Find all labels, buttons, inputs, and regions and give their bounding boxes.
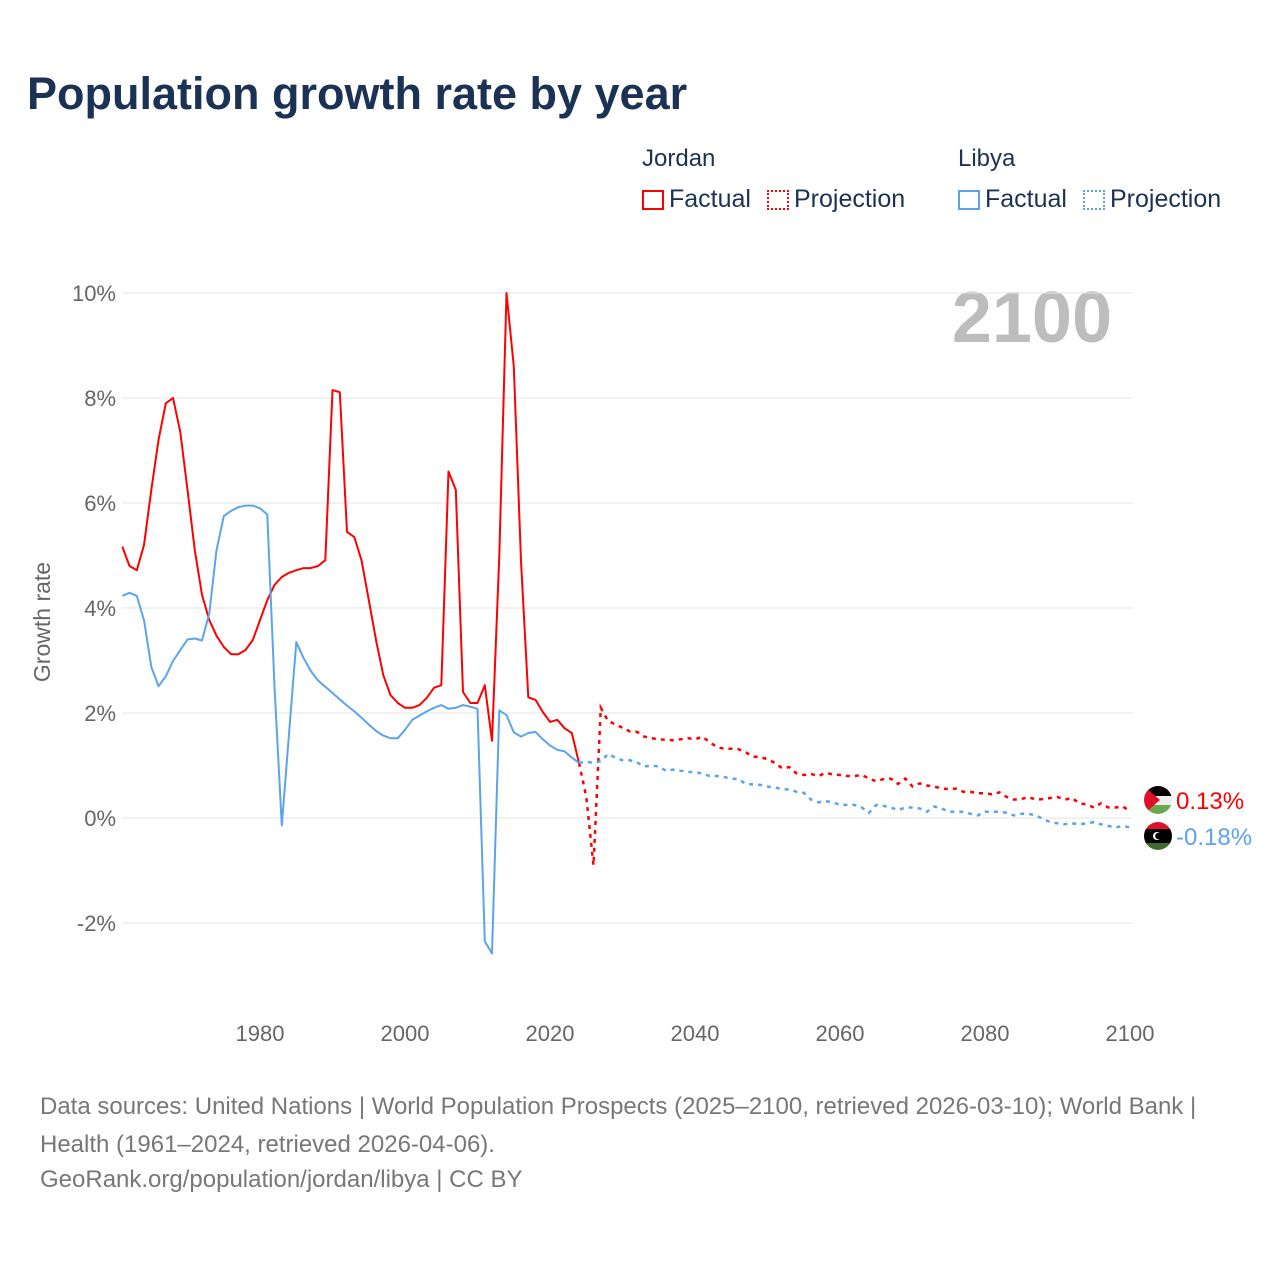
x-tick-label: 2020 <box>526 1021 575 1046</box>
y-tick-label: 2% <box>84 701 116 726</box>
legend-label: Factual <box>669 185 751 213</box>
chart-title: Population growth rate by year <box>27 68 688 119</box>
x-tick-label: 2040 <box>671 1021 720 1046</box>
jordan-factual-line <box>121 292 580 764</box>
x-tick-label: 2000 <box>381 1021 430 1046</box>
jordan-flag-icon <box>1144 786 1172 814</box>
legend-libya-factual[interactable]: Factual <box>958 185 1067 214</box>
x-tick-label: 2080 <box>961 1021 1010 1046</box>
y-tick-label: 6% <box>84 491 116 516</box>
libya-flag-icon <box>1144 822 1172 850</box>
y-tick-label: 10% <box>72 281 116 306</box>
legend-jordan-factual[interactable]: Factual <box>642 185 751 214</box>
legend-jordan: Jordan Factual Projection <box>642 145 905 214</box>
credit-link[interactable]: GeoRank.org/population/jordan/libya | CC… <box>40 1166 523 1193</box>
libya-factual-line <box>121 504 580 955</box>
jordan-projection-line <box>577 703 1131 866</box>
legend-swatch <box>642 189 664 210</box>
legend-group-name: Jordan <box>642 145 716 172</box>
legend-libya-projection[interactable]: Projection <box>1082 185 1222 214</box>
legend-label: Projection <box>793 185 906 213</box>
y-tick-label: 4% <box>84 596 116 621</box>
y-axis-label: Growth rate <box>29 562 55 682</box>
libya-projection-line <box>578 752 1131 829</box>
legend-swatch <box>958 189 980 210</box>
data-sources: Data sources: United Nations | World Pop… <box>40 1093 1197 1158</box>
y-tick-label: -2% <box>77 911 116 936</box>
legend-label: Factual <box>985 185 1067 213</box>
legend-libya: Libya Factual Projection <box>958 145 1221 214</box>
legend-jordan-projection[interactable]: Projection <box>766 185 906 214</box>
y-tick-label: 0% <box>84 806 116 831</box>
x-tick-label: 2100 <box>1106 1021 1155 1046</box>
jordan-end-value: 0.13% <box>1176 788 1244 815</box>
y-tick-label: 8% <box>84 386 116 411</box>
libya-end-value: -0.18% <box>1176 824 1252 851</box>
legend-swatch <box>1082 189 1105 210</box>
legend-swatch <box>766 189 789 210</box>
year-watermark: 2100 <box>952 278 1112 358</box>
x-tick-label: 2060 <box>816 1021 865 1046</box>
legend-group-name: Libya <box>958 145 1016 172</box>
legend-label: Projection <box>1109 185 1222 213</box>
x-tick-label: 1980 <box>236 1021 285 1046</box>
